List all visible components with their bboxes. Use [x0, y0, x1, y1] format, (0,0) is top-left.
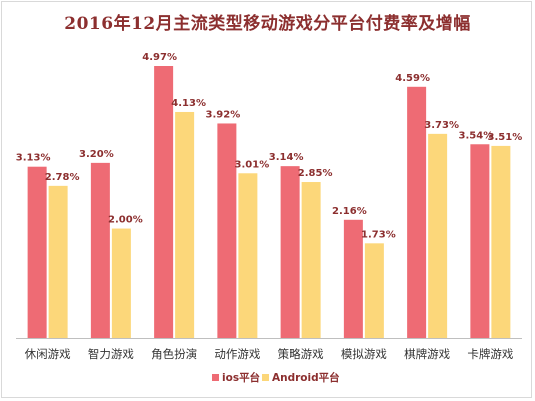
legend-item-android-text: Android平台	[272, 371, 340, 384]
category-label-1: 休闲游戏	[25, 347, 71, 361]
android-bar-4	[238, 173, 258, 338]
category-label-7: 棋牌游戏	[404, 347, 450, 361]
ios-bar-6	[343, 219, 363, 338]
android-value-label-8: 3.51%	[488, 132, 523, 143]
ios-value-label-6: 2.16%	[332, 206, 367, 217]
chart-title: 2016年12月主流类型移动游戏分平台付费率及增幅	[64, 14, 471, 34]
android-bar-6	[364, 243, 384, 338]
android-value-label-3: 4.13%	[171, 98, 206, 109]
legend: ios平台 Android平台	[212, 371, 340, 384]
android-bar-7	[428, 133, 448, 338]
legend-item-ios-swatch	[212, 374, 219, 381]
ios-value-label-5: 3.14%	[269, 152, 304, 163]
ios-bar-7	[407, 86, 427, 338]
android-bar-5	[301, 182, 321, 338]
android-value-label-6: 1.73%	[361, 229, 396, 240]
android-value-label-7: 3.73%	[424, 120, 459, 131]
ios-bar-4	[217, 123, 237, 339]
android-bar-3	[175, 111, 195, 338]
ios-value-label-8: 3.54%	[459, 130, 494, 141]
value-labels-layer: 3.13% 2.78% 3.20% 2.00% 4.97% 4.13%3.92% 3.01%…	[16, 52, 522, 240]
android-bar-2	[111, 228, 131, 338]
category-label-2: 智力游戏	[88, 347, 134, 361]
ios-value-label-3: 4.97%	[142, 52, 177, 63]
android-value-label-2: 2.00%	[108, 215, 143, 226]
category-labels-layer: 休闲游戏 智力游戏 角色扮演 动作游戏 策略游戏 模拟游戏 棋牌游戏 卡牌游戏	[25, 347, 514, 361]
category-label-4: 动作游戏	[214, 347, 260, 361]
category-label-6: 模拟游戏	[341, 347, 387, 361]
ios-bar-5	[280, 166, 300, 338]
ios-value-label-2: 3.20%	[79, 149, 114, 160]
android-bar-1	[48, 185, 68, 338]
ios-value-label-4: 3.92%	[206, 109, 241, 120]
ios-bar-3	[154, 66, 174, 338]
category-label-5: 策略游戏	[278, 347, 324, 361]
legend-item-ios-text: ios平台	[222, 371, 260, 384]
legend-item-android-swatch	[262, 374, 269, 381]
legend-item-android: Android平台	[262, 371, 340, 384]
ios-value-label-7: 4.59%	[395, 73, 430, 84]
bars-layer	[27, 66, 511, 339]
android-bar-8	[491, 145, 511, 338]
category-label-8: 卡牌游戏	[467, 347, 513, 361]
legend-item-ios: ios平台	[212, 371, 260, 384]
ios-bar-2	[90, 162, 110, 338]
category-label-3: 角色扮演	[151, 347, 197, 361]
ios-value-label-1: 3.13%	[16, 153, 51, 164]
ios-bar-1	[27, 166, 47, 338]
android-value-label-1: 2.78%	[45, 172, 80, 183]
android-value-label-5: 2.85%	[298, 168, 333, 179]
android-value-label-4: 3.01%	[235, 159, 270, 170]
ios-bar-8	[470, 144, 490, 338]
